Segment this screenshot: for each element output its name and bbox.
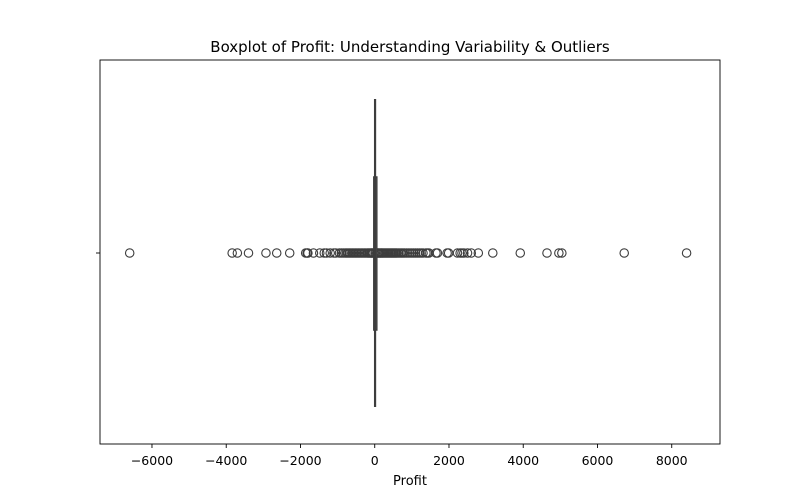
outlier-point bbox=[459, 248, 469, 258]
outlier-point bbox=[308, 248, 319, 258]
outlier-point bbox=[432, 248, 443, 258]
x-tick-label: −2000 bbox=[279, 453, 321, 468]
outlier-point bbox=[124, 248, 135, 258]
box-and-whiskers bbox=[373, 99, 378, 407]
chart-title: Boxplot of Profit: Understanding Variabi… bbox=[210, 38, 610, 56]
outlier-point bbox=[232, 248, 243, 258]
x-axis-ticks: −6000 −4000 −2000 0 2000 4000 6000 8000 bbox=[131, 444, 688, 468]
outlier-point bbox=[284, 248, 295, 258]
outlier-point bbox=[462, 248, 473, 258]
outlier-point bbox=[418, 248, 428, 258]
outlier-point bbox=[619, 248, 629, 258]
outlier-point bbox=[227, 248, 237, 258]
x-tick-label: 0 bbox=[371, 453, 379, 468]
outlier-point bbox=[488, 248, 498, 258]
x-tick-label: −4000 bbox=[205, 453, 247, 468]
outlier-point bbox=[319, 248, 329, 258]
outlier-point bbox=[466, 248, 477, 258]
outlier-point bbox=[452, 248, 463, 258]
outlier-point bbox=[515, 248, 526, 258]
outlier-point bbox=[557, 248, 567, 258]
x-tick-label: 8000 bbox=[656, 453, 688, 468]
outlier-point bbox=[542, 248, 552, 258]
outlier-point bbox=[315, 248, 325, 258]
outlier-point bbox=[554, 248, 564, 258]
outlier-points bbox=[124, 248, 692, 258]
x-tick-label: 2000 bbox=[433, 453, 465, 468]
outlier-point bbox=[303, 248, 313, 258]
x-tick-label: 4000 bbox=[507, 453, 539, 468]
outlier-point bbox=[473, 248, 484, 258]
x-tick-label: −6000 bbox=[131, 453, 173, 468]
outlier-point bbox=[261, 248, 271, 258]
outlier-point bbox=[321, 248, 332, 258]
outlier-point bbox=[330, 248, 341, 258]
outlier-point bbox=[271, 248, 282, 258]
x-tick-label: 6000 bbox=[582, 453, 614, 468]
outlier-point bbox=[243, 248, 254, 258]
outlier-point bbox=[325, 248, 335, 258]
outlier-point bbox=[681, 248, 692, 258]
plot-frame bbox=[99, 59, 721, 445]
x-axis-label: Profit bbox=[393, 474, 427, 489]
